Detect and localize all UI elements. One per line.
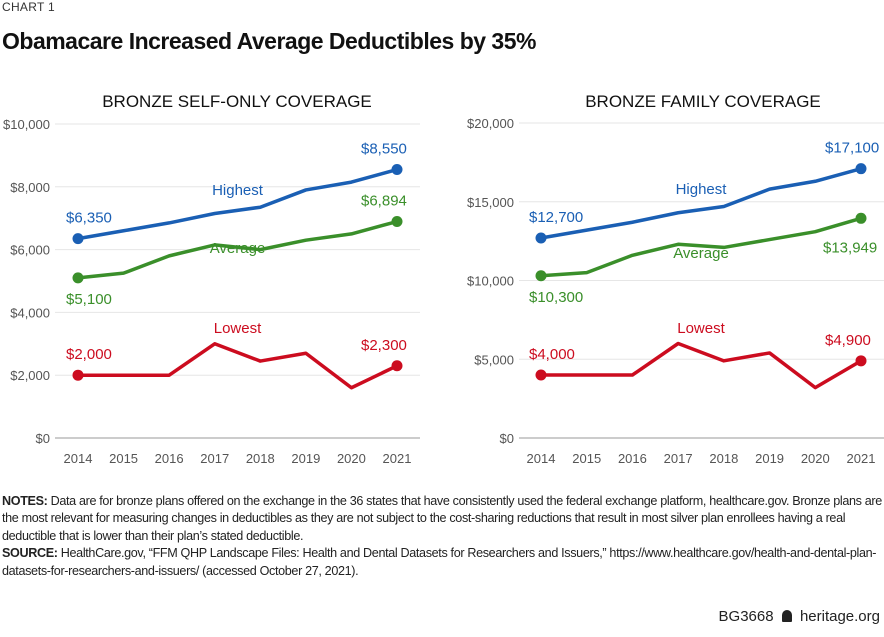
- data-label-start: $4,000: [529, 346, 575, 363]
- x-tick-label: 2021: [383, 451, 412, 466]
- data-point-end: [391, 360, 403, 372]
- series-line-lowest: [78, 342, 398, 390]
- series-line-average: [77, 219, 398, 280]
- subchart-title: BRONZE SELF-ONLY COVERAGE: [102, 92, 372, 111]
- data-point-start: [535, 270, 547, 282]
- data-point-end: [391, 216, 403, 228]
- x-tick-label: 2020: [337, 451, 366, 466]
- notes: NOTES: Data are for bronze plans offered…: [2, 493, 882, 545]
- x-tick-label: 2015: [109, 451, 138, 466]
- site-name: heritage.org: [799, 608, 880, 625]
- x-tick-label: 2017: [664, 451, 693, 466]
- data-point-start: [535, 232, 547, 244]
- x-tick-label: 2016: [155, 451, 184, 466]
- data-label-start: $12,700: [529, 209, 583, 226]
- data-point-end: [855, 355, 867, 367]
- series-line-average: [540, 216, 862, 278]
- y-tick-label: $0: [500, 431, 514, 446]
- notes-block: NOTES: Data are for bronze plans offered…: [2, 493, 882, 580]
- y-tick-label: $8,000: [10, 180, 50, 195]
- data-label-end: $13,949: [823, 239, 877, 256]
- source: SOURCE: HealthCare.gov, “FFM QHP Landsca…: [2, 545, 882, 580]
- series-line-lowest: [541, 341, 862, 390]
- data-label-end: $17,100: [825, 140, 879, 157]
- subchart-title: BRONZE FAMILY COVERAGE: [585, 92, 821, 111]
- series-line-highest: [540, 166, 862, 240]
- liberty-bell-icon: [781, 610, 792, 622]
- data-point-end: [391, 164, 403, 176]
- x-tick-label: 2021: [847, 451, 876, 466]
- data-point-start: [72, 233, 84, 245]
- data-label-start: $2,000: [66, 346, 112, 363]
- data-label-end: $4,900: [825, 332, 871, 349]
- data-label-start: $6,350: [66, 210, 112, 227]
- x-tick-label: 2020: [801, 451, 830, 466]
- chart-kicker: CHART 1: [2, 0, 56, 14]
- x-tick-label: 2019: [291, 451, 320, 466]
- series-line-highest: [77, 167, 398, 241]
- charts-svg: BRONZE SELF-ONLY COVERAGE $0 $2,000 $4,000 $…: [3, 92, 884, 466]
- series-name-label: Highest: [676, 181, 728, 198]
- notes-text: Data are for bronze plans offered on the…: [2, 494, 882, 543]
- x-tick-label: 2017: [200, 451, 229, 466]
- data-label-start: $5,100: [66, 291, 112, 308]
- x-tick-label: 2018: [709, 451, 738, 466]
- data-label-end: $2,300: [361, 337, 407, 354]
- y-tick-label: $6,000: [10, 243, 50, 258]
- y-tick-label: $15,000: [467, 195, 514, 210]
- data-point-start: [72, 272, 84, 284]
- notes-label: NOTES:: [2, 494, 48, 508]
- data-point-start: [72, 369, 84, 381]
- y-tick-label: $2,000: [10, 368, 50, 383]
- x-tick-label: 2016: [618, 451, 647, 466]
- data-point-end: [855, 163, 867, 175]
- x-tick-label: 2014: [527, 451, 556, 466]
- data-point-start: [535, 369, 547, 381]
- series-name-label: Lowest: [214, 320, 262, 337]
- x-tick-label: 2015: [572, 451, 601, 466]
- report-code: BG3668: [718, 608, 774, 625]
- series-name-label: Average: [210, 240, 266, 257]
- chart-title: Obamacare Increased Average Deductibles …: [2, 28, 536, 54]
- data-label-end: $6,894: [361, 193, 407, 210]
- data-point-end: [855, 212, 867, 224]
- x-tick-label: 2019: [755, 451, 784, 466]
- source-label: SOURCE:: [2, 546, 58, 561]
- series-name-label: Highest: [212, 182, 264, 199]
- y-tick-label: $20,000: [467, 116, 514, 131]
- y-tick-label: $0: [36, 431, 50, 446]
- y-tick-label: $10,000: [467, 274, 514, 289]
- series-name-label: Lowest: [677, 320, 725, 337]
- y-tick-label: $10,000: [3, 117, 50, 132]
- source-text: HealthCare.gov, “FFM QHP Landscape Files…: [2, 546, 877, 578]
- data-label-start: $10,300: [529, 289, 583, 306]
- y-tick-label: $4,000: [10, 305, 50, 320]
- footer: BG3668 heritage.org: [719, 608, 880, 625]
- x-tick-label: 2014: [64, 451, 93, 466]
- y-tick-label: $5,000: [474, 352, 514, 367]
- x-tick-label: 2018: [246, 451, 275, 466]
- series-name-label: Average: [673, 245, 729, 262]
- data-label-end: $8,550: [361, 141, 407, 158]
